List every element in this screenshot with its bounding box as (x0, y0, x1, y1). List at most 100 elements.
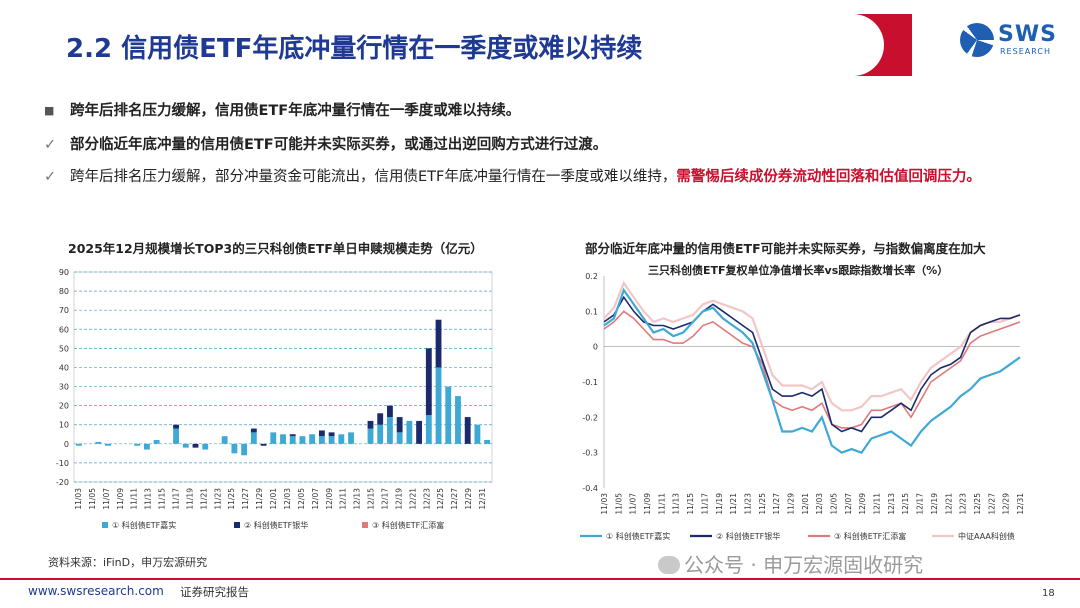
footer-url[interactable]: www.swsresearch.com (28, 584, 164, 598)
y-tick-label: 0 (64, 440, 69, 449)
sws-logo: SWS RESEARCH (960, 20, 1060, 64)
bar (338, 434, 345, 444)
x-tick-label: 12/03 (283, 488, 292, 510)
watermark: 公众号 · 申万宏源固收研究 (658, 549, 923, 578)
x-tick-label: 11/19 (185, 488, 194, 510)
x-tick-label: 11/11 (130, 488, 139, 510)
bar (367, 420, 374, 429)
x-tick-label: 11/03 (74, 488, 83, 510)
legend-label: 中证AAA科创债 (958, 531, 1015, 541)
x-tick-label: 11/13 (144, 488, 153, 510)
page-number: 18 (1042, 588, 1055, 599)
y-tick-label: 60 (59, 325, 69, 334)
bar (396, 432, 403, 444)
y-tick-label: 0 (593, 343, 598, 352)
x-tick-label: 11/21 (729, 493, 738, 515)
x-tick-label: 11/05 (88, 488, 97, 510)
y-tick-label: -20 (56, 478, 69, 487)
bar (406, 420, 413, 444)
legend-label: ② 科创债ETF银华 (716, 531, 780, 541)
bar (474, 424, 481, 444)
bar (445, 386, 452, 444)
bar (377, 424, 384, 444)
y-tick-label: -0.1 (582, 378, 598, 387)
page-title: 2.2 信用债ETF年底冲量行情在一季度或难以持续 (66, 34, 643, 64)
x-tick-label: 11/05 (614, 493, 623, 515)
bar (95, 441, 102, 444)
x-tick-label: 12/01 (801, 493, 810, 515)
x-tick-label: 11/27 (772, 493, 781, 515)
sws-logo-icon (960, 23, 994, 57)
x-tick-label: 11/07 (102, 488, 111, 510)
x-tick-label: 12/09 (325, 488, 334, 510)
x-tick-label: 12/11 (339, 488, 348, 510)
series-line (603, 295, 1021, 433)
bar (367, 428, 374, 444)
x-tick-label: 12/29 (464, 488, 473, 510)
bar (280, 434, 286, 444)
y-tick-label: 90 (59, 268, 69, 277)
bar (299, 436, 306, 444)
x-tick-label: 11/25 (227, 488, 236, 510)
title-bar: 2.2 信用债ETF年底冲量行情在一季度或难以持续 (22, 14, 912, 76)
watermark-text: 公众号 · 申万宏源固收研究 (684, 553, 924, 577)
legend-swatch (362, 522, 368, 528)
bar (289, 436, 296, 444)
x-tick-label: 11/09 (116, 488, 125, 510)
bullet-3-text-main: 跨年后排名压力缓解，部分冲量资金可能流出，信用债ETF年底冲量行情在一季度或难以… (70, 169, 677, 185)
wechat-icon (658, 556, 680, 574)
x-tick-label: 12/31 (1016, 493, 1025, 515)
x-tick-label: 12/21 (408, 488, 417, 510)
x-tick-label: 11/09 (643, 493, 652, 515)
x-tick-label: 11/15 (686, 493, 695, 515)
bar (328, 432, 335, 437)
bar (202, 443, 209, 450)
bar (318, 430, 325, 437)
x-tick-label: 12/05 (830, 493, 839, 515)
y-tick-label: 50 (59, 344, 69, 353)
y-tick-label: 40 (59, 363, 69, 372)
right-line-chart: -0.4 -0.3 -0.2 -0.1 0 0.1 0.2 11/03 11/05 11/07 11… (580, 272, 1025, 541)
square-bullet-icon: ■ (44, 104, 55, 117)
x-tick-label: 12/21 (944, 493, 953, 515)
bar (435, 319, 442, 368)
y-tick-label: -0.3 (582, 449, 598, 458)
bullet-3-text: 跨年后排名压力缓解，部分冲量资金可能流出，信用债ETF年底冲量行情在一季度或难以… (70, 164, 1060, 190)
bar (260, 443, 267, 446)
y-tick-label: -0.4 (582, 484, 598, 493)
bar (250, 432, 257, 444)
title-panel: 2.2 信用债ETF年底冲量行情在一季度或难以持续 (22, 14, 884, 76)
bar (250, 428, 257, 433)
bar (484, 440, 491, 444)
x-tick-label: 11/25 (758, 493, 767, 515)
bar (348, 432, 354, 444)
bar (241, 443, 248, 456)
bar (221, 436, 228, 444)
bar (173, 424, 179, 429)
x-tick-label: 12/25 (973, 493, 982, 515)
bar (231, 443, 238, 454)
x-tick-label: 12/15 (901, 493, 910, 515)
y-tick-label: 20 (59, 402, 69, 411)
y-tick-label: -10 (56, 459, 69, 468)
plot-frame (73, 271, 493, 483)
x-tick-label: 11/15 (158, 488, 167, 510)
x-tick-label: 12/23 (959, 493, 968, 515)
bar (387, 405, 393, 418)
bullet-3-text-highlight: 需警惕后续成份券流动性回落和估值回调压力。 (676, 169, 981, 185)
y-tick-label: 0.1 (585, 307, 598, 316)
source-note: 资料来源：iFinD，申万宏源研究 (48, 556, 208, 569)
bar (377, 413, 384, 425)
x-tick-label: 12/29 (1002, 493, 1011, 515)
bar (387, 417, 393, 444)
right-chart-title: 部分临近年底冲量的信用债ETF可能并未实际买券，与指数偏离度在加大 (585, 241, 986, 256)
legend-swatch (102, 522, 108, 528)
x-tick-label: 11/17 (700, 493, 709, 515)
x-tick-label: 12/09 (858, 493, 867, 515)
x-tick-label: 11/03 (600, 493, 609, 515)
x-tick-label: 12/13 (887, 493, 896, 515)
series-line (603, 310, 1021, 429)
y-tick-label: 10 (59, 421, 69, 430)
bar (134, 443, 141, 446)
x-tick-label: 12/23 (422, 488, 431, 510)
